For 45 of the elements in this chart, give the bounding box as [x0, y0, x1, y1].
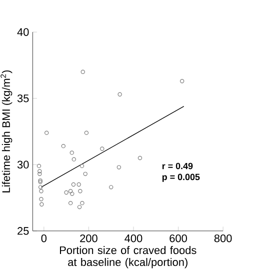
y-tick-label: 25 — [18, 227, 29, 235]
point — [83, 172, 88, 176]
x-tick-label: 800 — [214, 234, 232, 242]
y-tick-label: 40 — [17, 28, 29, 36]
point — [38, 185, 43, 190]
x-axis-title: Portion size of craved foods at baseline (kcal/portion) — [60, 246, 196, 268]
point — [80, 164, 84, 168]
point — [70, 150, 74, 155]
point — [39, 189, 44, 194]
point — [39, 197, 44, 202]
y-tick-label: 30 — [17, 160, 29, 169]
x-tick-label: 600 — [170, 234, 188, 242]
y-axis-title: Lifetime high BMI (kg/m$^{2}$) — [0, 70, 12, 192]
point — [64, 190, 68, 195]
point — [77, 204, 82, 210]
point — [76, 182, 81, 187]
point — [118, 92, 122, 96]
point — [70, 192, 74, 196]
point — [138, 156, 142, 160]
point — [38, 169, 42, 174]
point — [38, 172, 42, 176]
x-tick-label: 0 — [41, 234, 47, 242]
y-tick-label: 35 — [17, 94, 29, 102]
x-tick-label: 200 — [80, 234, 98, 242]
point — [40, 202, 44, 206]
point — [61, 144, 66, 148]
annotation: r = 0.49 — [162, 162, 193, 170]
x-tick-label: 400 — [124, 234, 142, 242]
point — [44, 130, 49, 135]
point — [71, 182, 76, 187]
point — [72, 157, 76, 162]
point — [84, 130, 89, 135]
point — [116, 165, 122, 170]
point — [68, 189, 73, 194]
point — [36, 164, 42, 168]
point — [109, 185, 114, 190]
annotation: p = 0.005 — [162, 174, 200, 182]
point — [180, 79, 184, 84]
point — [78, 189, 82, 194]
point — [38, 178, 42, 183]
point — [80, 70, 86, 74]
point — [80, 200, 84, 206]
point — [68, 200, 73, 206]
point — [38, 180, 42, 184]
point — [100, 146, 104, 151]
